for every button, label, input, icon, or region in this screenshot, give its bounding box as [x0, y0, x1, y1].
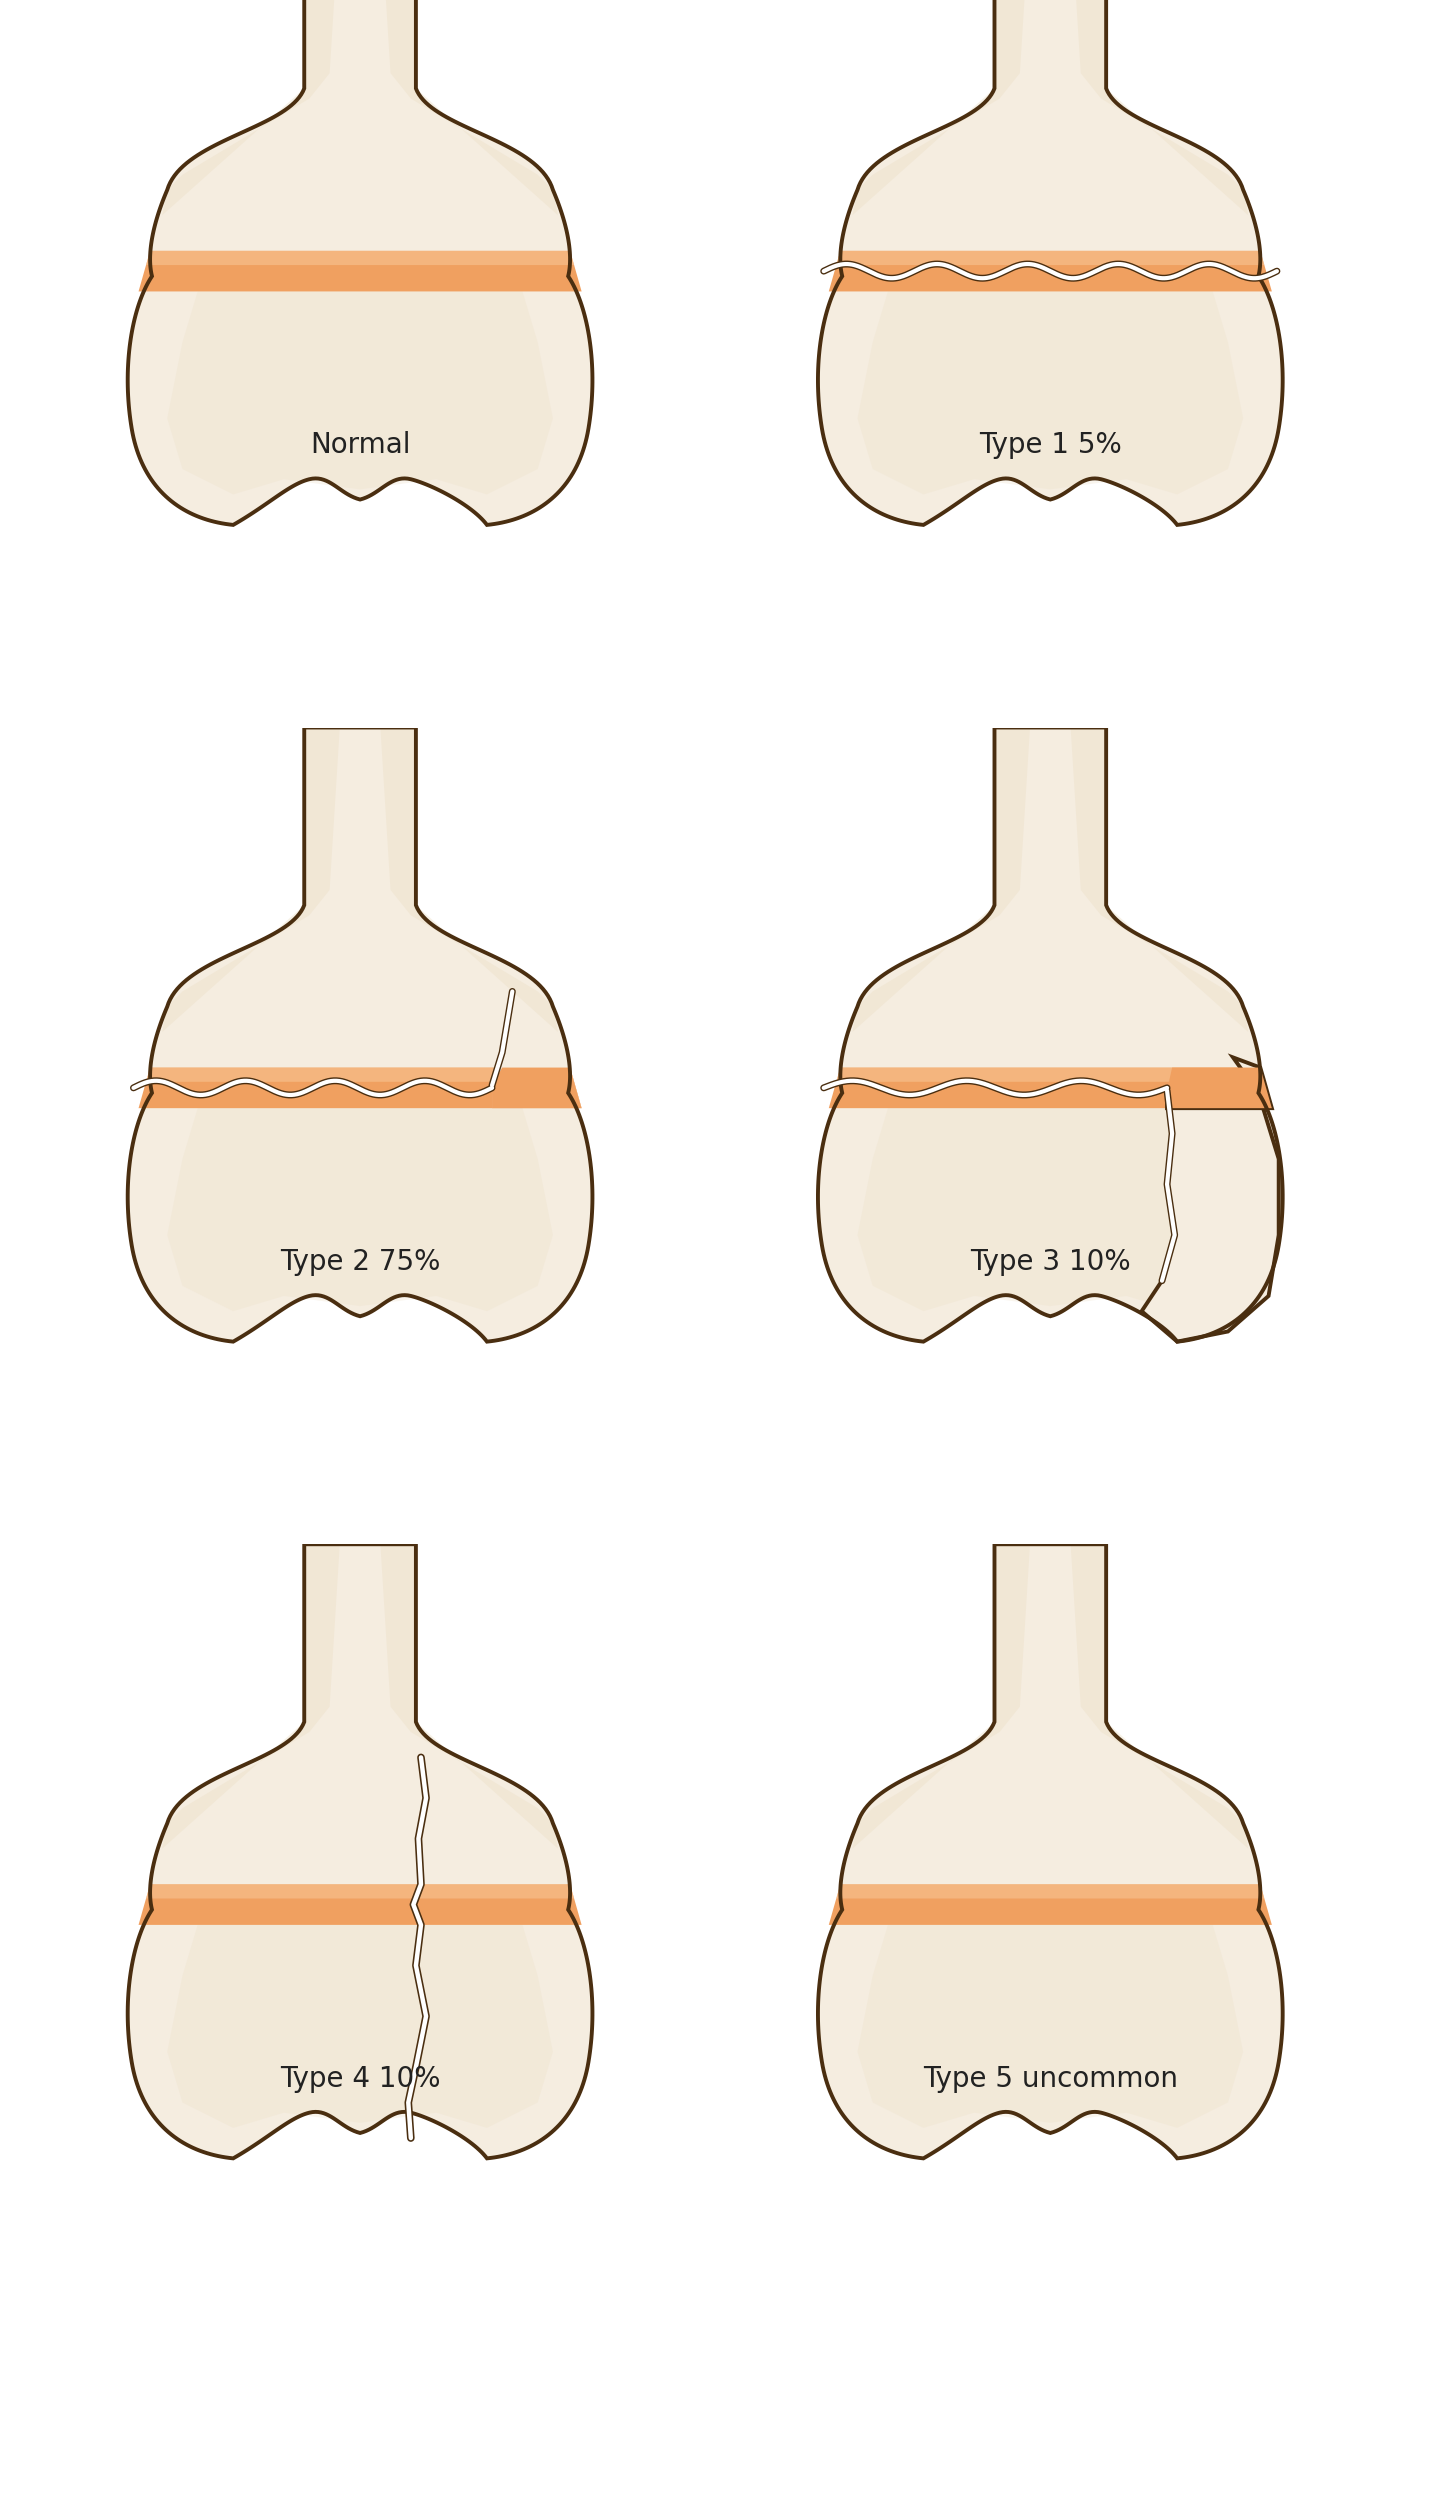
- Polygon shape: [147, 1068, 574, 1081]
- Polygon shape: [1071, 1545, 1248, 1850]
- Polygon shape: [138, 1068, 581, 1108]
- Polygon shape: [837, 1885, 1264, 1897]
- Text: Normal: Normal: [309, 432, 410, 460]
- Polygon shape: [128, 1545, 592, 2159]
- Polygon shape: [147, 1885, 574, 1897]
- Polygon shape: [138, 1885, 581, 1925]
- Polygon shape: [1168, 1068, 1271, 1108]
- Text: Type 5 uncommon: Type 5 uncommon: [923, 2066, 1178, 2093]
- Polygon shape: [857, 292, 1244, 495]
- Polygon shape: [853, 0, 1030, 216]
- Polygon shape: [828, 251, 1271, 292]
- Polygon shape: [492, 1068, 581, 1108]
- Text: Type 3 10%: Type 3 10%: [971, 1249, 1130, 1277]
- Polygon shape: [818, 729, 1283, 1342]
- Polygon shape: [381, 0, 558, 216]
- Polygon shape: [1071, 0, 1248, 216]
- Polygon shape: [167, 292, 554, 495]
- Polygon shape: [128, 0, 592, 525]
- Polygon shape: [167, 1925, 554, 2129]
- Polygon shape: [167, 1108, 554, 1312]
- Polygon shape: [853, 1545, 1030, 1850]
- Polygon shape: [162, 729, 339, 1033]
- Polygon shape: [381, 729, 558, 1033]
- Polygon shape: [818, 0, 1283, 525]
- Polygon shape: [818, 1545, 1283, 2159]
- Polygon shape: [837, 1068, 1264, 1081]
- Text: Type 1 5%: Type 1 5%: [979, 432, 1122, 460]
- Polygon shape: [828, 1068, 1271, 1108]
- Polygon shape: [492, 993, 581, 1108]
- Polygon shape: [138, 251, 581, 292]
- Polygon shape: [853, 729, 1030, 1033]
- Polygon shape: [837, 251, 1264, 264]
- Polygon shape: [857, 1925, 1244, 2129]
- Polygon shape: [162, 1545, 339, 1850]
- Polygon shape: [857, 1108, 1244, 1312]
- Text: Type 2 75%: Type 2 75%: [280, 1249, 440, 1277]
- Polygon shape: [147, 251, 574, 264]
- Polygon shape: [162, 0, 339, 216]
- Polygon shape: [128, 729, 592, 1342]
- Polygon shape: [1142, 1058, 1278, 1342]
- Polygon shape: [828, 1885, 1271, 1925]
- Polygon shape: [1071, 729, 1248, 1033]
- Text: Type 4 10%: Type 4 10%: [280, 2066, 440, 2093]
- Polygon shape: [381, 1545, 558, 1850]
